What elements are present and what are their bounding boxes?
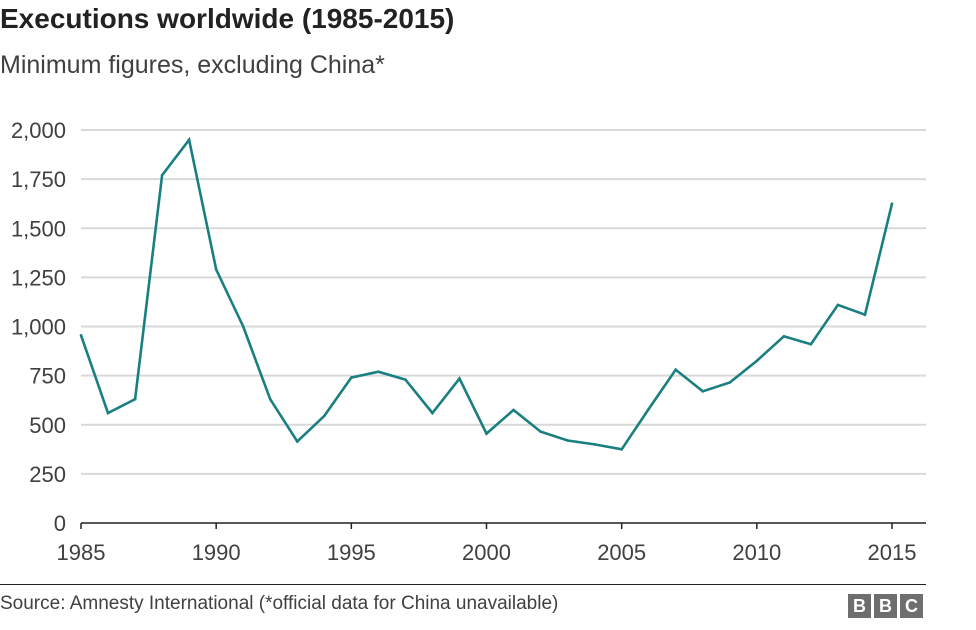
logo-letter-b2: B — [874, 594, 897, 618]
y-tick-label: 0 — [54, 511, 66, 536]
x-tick-label: 1995 — [327, 540, 376, 565]
data-point-1992 — [268, 397, 272, 401]
data-point-2014 — [863, 313, 867, 317]
x-tick-label: 1985 — [57, 540, 106, 565]
y-tick-label: 1,750 — [11, 167, 66, 192]
y-tick-label: 250 — [29, 462, 66, 487]
x-tick-label: 2000 — [462, 540, 511, 565]
chart-subtitle: Minimum figures, excluding China* — [0, 51, 385, 79]
data-point-1998 — [431, 411, 434, 415]
data-point-2015 — [890, 202, 894, 205]
data-point-1987 — [133, 397, 137, 401]
data-point-1993 — [295, 440, 299, 443]
data-point-2001 — [512, 408, 515, 412]
data-point-2013 — [836, 303, 840, 307]
y-tick-label: 750 — [29, 364, 66, 389]
bbc-logo: B B C — [848, 594, 923, 618]
grid-lines — [81, 129, 926, 524]
data-point-1995 — [350, 376, 353, 379]
data-point-2004 — [593, 443, 596, 446]
data-point-2012 — [809, 342, 813, 346]
x-axis-tick-labels: 1985 1990 1995 2000 2005 2010 2015 — [57, 523, 917, 565]
logo-letter-c: C — [900, 594, 923, 618]
y-tick-label: 1,500 — [11, 216, 66, 241]
series-line-0 — [79, 136, 894, 451]
data-point-1986 — [106, 411, 110, 415]
x-tick-label: 2010 — [732, 540, 781, 565]
data-point-2007 — [674, 368, 678, 372]
data-point-1985 — [79, 334, 83, 337]
chart-title: Executions worldwide (1985-2015) — [0, 3, 455, 34]
logo-letter-b1: B — [848, 594, 871, 618]
y-tick-label: 1,250 — [11, 265, 66, 290]
data-point-2005 — [620, 448, 623, 451]
series-layer — [79, 136, 894, 451]
x-tick-label: 2005 — [597, 540, 646, 565]
data-point-2003 — [566, 439, 569, 442]
data-point-2010 — [755, 359, 759, 363]
x-tick-label: 1990 — [192, 540, 241, 565]
data-point-2011 — [782, 335, 786, 338]
data-point-2008 — [701, 390, 705, 393]
y-tick-label: 500 — [29, 413, 66, 438]
x-tick-label: 2015 — [868, 540, 917, 565]
data-point-1989 — [187, 138, 191, 142]
y-tick-label: 2,000 — [11, 118, 66, 143]
data-point-1996 — [377, 370, 380, 373]
data-point-2002 — [539, 430, 542, 433]
footer-divider — [0, 584, 926, 585]
data-point-1991 — [241, 325, 245, 328]
data-point-1997 — [404, 378, 407, 381]
data-point-1990 — [214, 268, 218, 271]
data-point-2000 — [485, 432, 488, 435]
data-point-1999 — [458, 377, 461, 380]
y-axis-tick-labels: 0 250 500 750 1,000 1,250 1,500 1,750 2,000 — [11, 118, 66, 536]
data-point-2009 — [728, 381, 732, 384]
source-note: Source: Amnesty International (*official… — [0, 593, 559, 614]
data-point-2006 — [647, 407, 650, 411]
line-chart: 0 250 500 750 1,000 1,250 1,500 1,750 2,000 1985… — [11, 118, 926, 565]
data-point-1994 — [323, 414, 326, 418]
y-tick-label: 1,000 — [11, 315, 66, 340]
data-point-1988 — [160, 173, 164, 177]
